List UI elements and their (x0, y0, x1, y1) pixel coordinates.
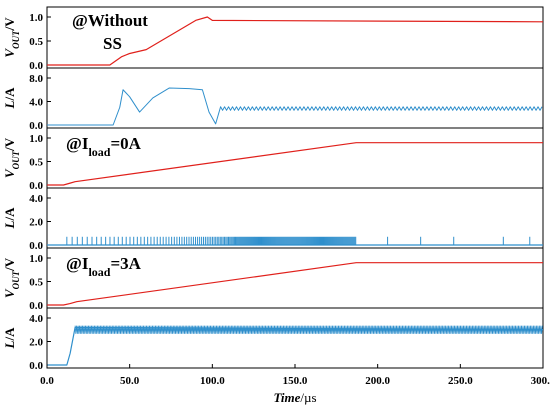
panel-annotation: @Without (72, 11, 148, 30)
panel-1: 0.0 0.5 1.0 VOUT/V @Without SS (2, 6, 544, 72)
series-line (47, 326, 544, 366)
panel-frame (46, 307, 544, 369)
y-tick-label: 2.0 (29, 337, 43, 349)
x-tick-label: 50.0 (120, 375, 140, 387)
x-axis: 0.0 50.0 100.0 150.0 200.0 250.0 300.0 Time/µs (40, 364, 550, 405)
y-tick-label: 0.5 (29, 277, 43, 289)
y-tick-label: 0.0 (29, 60, 43, 72)
y-tick-label: 0.0 (29, 360, 43, 372)
series-line (47, 142, 543, 186)
y-tick-label: 4.0 (29, 97, 43, 109)
y-tick-label: 4.0 (29, 193, 43, 205)
x-tick-label: 100.0 (200, 375, 225, 387)
ripple-band (74, 325, 543, 334)
x-tick-label: 250.0 (448, 375, 473, 387)
x-tick-label: 150.0 (283, 375, 308, 387)
x-tick-label: 200.0 (365, 375, 390, 387)
panel-annotation-line2: SS (103, 34, 122, 53)
series-line (47, 16, 544, 66)
y-axis-label: VOUT/V (2, 137, 21, 178)
y-axis-label: VOUT/V (2, 257, 21, 298)
y-tick-label: 0.0 (29, 240, 43, 252)
y-tick-label: 1.0 (29, 133, 43, 145)
y-axis-label: L/A (2, 87, 17, 110)
y-tick-label: 0.0 (29, 180, 43, 192)
y-tick-label: 1.0 (29, 253, 43, 265)
y-axis-label: L/A (2, 327, 17, 350)
x-tick-label: 300.0 (531, 375, 550, 387)
y-tick-label: 0.5 (29, 36, 43, 48)
x-tick-label: 0.0 (40, 375, 54, 387)
y-tick-label: 0.5 (29, 157, 43, 169)
burst-pulses (66, 236, 531, 245)
y-tick-label: 2.0 (29, 217, 43, 229)
panel-5: 0.0 0.5 1.0 VOUT/V @Iload=3A (2, 247, 544, 312)
y-tick-label: 0.0 (29, 300, 43, 312)
y-tick-label: 8.0 (29, 73, 43, 85)
series-line (47, 87, 543, 126)
panel-4: 0.0 2.0 4.0 L/A (2, 187, 544, 252)
series-line (47, 262, 543, 306)
y-tick-label: 4.0 (29, 313, 43, 325)
panel-annotation: @Iload=3A (66, 254, 142, 279)
y-axis-label: VOUT/V (2, 17, 21, 58)
y-tick-label: 0.0 (29, 120, 43, 132)
panel-annotation: @Iload=0A (66, 134, 142, 159)
x-axis-label: Time/µs (273, 390, 316, 405)
y-axis-label: L/A (2, 207, 17, 230)
y-tick-label: 1.0 (29, 12, 43, 24)
panel-3: 0.0 0.5 1.0 VOUT/V @Iload=0A (2, 127, 544, 192)
panel-2: 0.0 4.0 8.0 L/A (2, 67, 544, 132)
panel-6: 0.0 2.0 4.0 L/A (2, 307, 544, 372)
